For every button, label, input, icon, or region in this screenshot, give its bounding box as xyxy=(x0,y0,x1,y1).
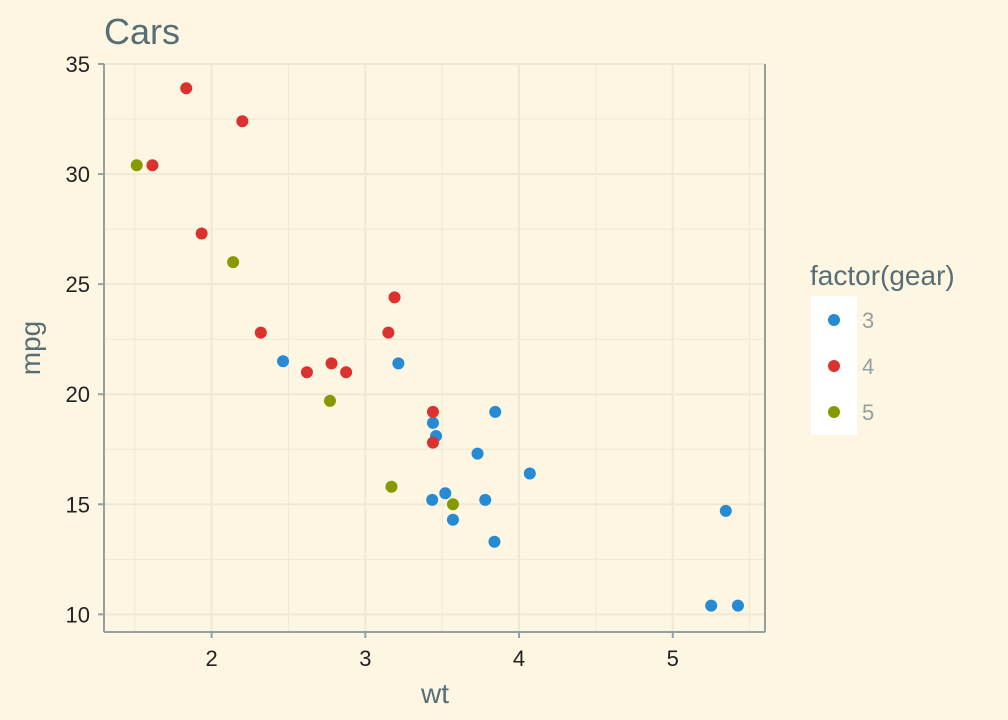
y-tick-label: 10 xyxy=(66,602,90,627)
x-axis-ticks: 2 3 4 5 xyxy=(205,632,679,671)
x-axis-title: wt xyxy=(420,678,449,709)
data-point-gear-5 xyxy=(385,480,398,493)
y-axis-ticks: 10 15 20 25 30 35 xyxy=(66,52,104,627)
data-point-gear-4 xyxy=(340,366,353,379)
axes xyxy=(103,64,766,633)
legend-key-4 xyxy=(828,360,840,372)
data-point-gear-4 xyxy=(254,326,267,339)
legend-entries: 3 4 5 xyxy=(828,308,874,425)
data-points xyxy=(130,82,744,612)
data-point-gear-5 xyxy=(227,256,240,269)
data-point-gear-4 xyxy=(300,366,313,379)
y-tick-label: 15 xyxy=(66,492,90,517)
data-point-gear-4 xyxy=(325,357,338,370)
legend-key-5 xyxy=(828,406,840,418)
data-point-gear-3 xyxy=(488,535,501,548)
data-point-gear-3 xyxy=(426,416,439,429)
data-point-gear-3 xyxy=(392,357,405,370)
major-gridlines xyxy=(104,63,765,632)
y-tick-label: 30 xyxy=(66,162,90,187)
y-tick-label: 35 xyxy=(66,52,90,77)
x-tick-label: 3 xyxy=(359,646,371,671)
y-tick-label: 25 xyxy=(66,272,90,297)
data-point-gear-3 xyxy=(489,405,502,418)
data-point-gear-3 xyxy=(471,447,484,460)
minor-gridlines xyxy=(104,64,765,632)
legend-title: factor(gear) xyxy=(810,260,955,291)
plot-panel xyxy=(104,64,765,632)
y-tick-label: 20 xyxy=(66,382,90,407)
legend-label-5: 5 xyxy=(862,400,874,425)
data-point-gear-4 xyxy=(426,405,439,418)
data-point-gear-5 xyxy=(446,498,459,511)
data-point-gear-4 xyxy=(426,436,439,449)
legend: factor(gear) 3 4 5 xyxy=(810,260,955,435)
data-point-gear-4 xyxy=(382,326,395,339)
data-point-gear-3 xyxy=(705,599,718,612)
data-point-gear-4 xyxy=(195,227,208,240)
data-point-gear-5 xyxy=(323,394,336,407)
data-point-gear-4 xyxy=(388,291,401,304)
x-tick-label: 2 xyxy=(205,646,217,671)
legend-label-3: 3 xyxy=(862,308,874,333)
data-point-gear-3 xyxy=(719,504,732,517)
data-point-gear-3 xyxy=(731,599,744,612)
legend-label-4: 4 xyxy=(862,354,874,379)
chart-title: Cars xyxy=(104,11,180,52)
x-tick-label: 4 xyxy=(513,646,525,671)
data-point-gear-3 xyxy=(439,487,452,500)
data-point-gear-3 xyxy=(523,467,536,480)
data-point-gear-4 xyxy=(146,159,159,172)
data-point-gear-5 xyxy=(130,159,143,172)
x-tick-label: 5 xyxy=(667,646,679,671)
legend-key-3 xyxy=(828,314,840,326)
y-axis-title: mpg xyxy=(15,321,46,375)
data-point-gear-3 xyxy=(426,493,439,506)
data-point-gear-3 xyxy=(446,513,459,526)
data-point-gear-4 xyxy=(236,115,249,128)
data-point-gear-3 xyxy=(277,355,290,368)
data-point-gear-4 xyxy=(180,82,193,95)
data-point-gear-3 xyxy=(479,493,492,506)
